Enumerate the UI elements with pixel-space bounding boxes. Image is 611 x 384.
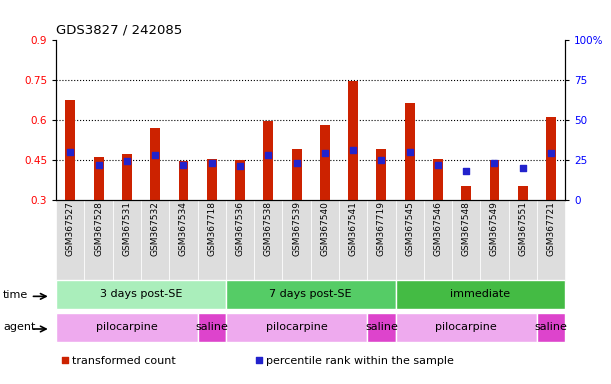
Text: transformed count: transformed count — [73, 356, 176, 366]
Bar — [395, 280, 565, 310]
Point — [93, 162, 103, 168]
Point — [207, 160, 217, 166]
Text: agent: agent — [3, 322, 35, 333]
Bar — [518, 186, 528, 200]
Bar — [348, 81, 358, 200]
Text: saline: saline — [196, 322, 228, 332]
Point — [489, 160, 499, 166]
Point — [122, 158, 132, 164]
Bar — [424, 200, 452, 283]
Point — [235, 163, 245, 169]
Bar — [546, 117, 556, 200]
Text: pilocarpine: pilocarpine — [266, 322, 327, 332]
Text: 7 days post-SE: 7 days post-SE — [269, 289, 352, 299]
Point — [254, 357, 264, 363]
Bar — [226, 313, 367, 342]
Point — [461, 168, 471, 174]
Text: pilocarpine: pilocarpine — [96, 322, 158, 332]
Point — [150, 152, 160, 158]
Text: 3 days post-SE: 3 days post-SE — [100, 289, 182, 299]
Bar — [169, 200, 197, 283]
Bar — [537, 313, 565, 342]
Text: percentile rank within the sample: percentile rank within the sample — [266, 356, 454, 366]
Bar — [480, 200, 508, 283]
Bar — [537, 200, 565, 283]
Text: pilocarpine: pilocarpine — [435, 322, 497, 332]
Bar — [367, 200, 395, 283]
Point — [320, 151, 330, 157]
Point — [404, 149, 414, 155]
Bar — [197, 200, 226, 283]
Bar — [93, 157, 104, 200]
Point — [433, 162, 443, 168]
Bar — [508, 200, 537, 283]
Bar — [291, 149, 301, 200]
Point — [60, 357, 70, 363]
Point — [376, 157, 386, 163]
Bar — [122, 154, 132, 200]
Bar — [461, 186, 471, 200]
Bar — [404, 103, 415, 200]
Bar — [376, 149, 386, 200]
Bar — [254, 200, 282, 283]
Point — [291, 160, 301, 166]
Point — [178, 162, 188, 168]
Bar — [339, 200, 367, 283]
Text: time: time — [3, 290, 28, 300]
Bar — [226, 280, 395, 310]
Point — [263, 152, 273, 158]
Bar — [235, 160, 245, 200]
Bar — [320, 125, 330, 200]
Text: immediate: immediate — [450, 289, 510, 299]
Bar — [56, 200, 84, 283]
Bar — [197, 313, 226, 342]
Bar — [395, 313, 537, 342]
Text: GDS3827 / 242085: GDS3827 / 242085 — [56, 23, 183, 36]
Text: saline: saline — [365, 322, 398, 332]
Bar — [452, 200, 480, 283]
Bar — [150, 129, 160, 200]
Bar — [226, 200, 254, 283]
Bar — [367, 313, 395, 342]
Bar — [65, 100, 75, 200]
Bar — [282, 200, 311, 283]
Bar — [311, 200, 339, 283]
Point — [65, 149, 75, 155]
Text: saline: saline — [535, 322, 568, 332]
Bar — [113, 200, 141, 283]
Point — [518, 165, 528, 171]
Bar — [56, 280, 226, 310]
Bar — [263, 121, 273, 200]
Point — [546, 151, 556, 157]
Bar — [207, 159, 217, 200]
Bar — [489, 160, 499, 200]
Bar — [141, 200, 169, 283]
Bar — [178, 161, 188, 200]
Point — [348, 147, 358, 153]
Bar — [395, 200, 424, 283]
Bar — [433, 159, 443, 200]
Bar — [56, 313, 197, 342]
Bar — [84, 200, 113, 283]
